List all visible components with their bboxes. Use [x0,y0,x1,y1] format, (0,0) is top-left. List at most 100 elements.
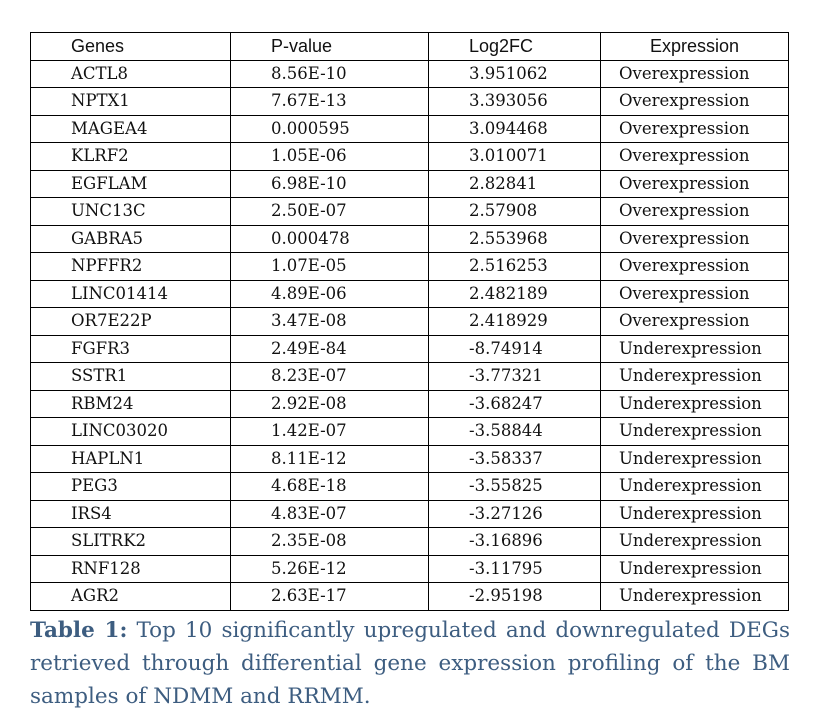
p-value-cell: 5.26E-12 [230,554,429,583]
gene-cell: RNF128 [30,554,231,583]
gene-cell: SLITRK2 [30,527,231,556]
expression-cell: Overexpression [600,87,789,116]
p-value-cell: 1.42E-07 [230,417,429,446]
gene-cell: LINC01414 [30,279,231,308]
gene-cell: IRS4 [30,499,231,528]
p-value-cell: 4.83E-07 [230,499,429,528]
table-row: PEG3 4.68E-18 -3.55825 Underexpression [30,472,789,501]
table-row: UNC13C 2.50E-07 2.57908 Overexpression [30,197,789,226]
expression-cell: Underexpression [600,417,789,446]
log2fc-cell: -8.74914 [428,334,601,363]
expression-cell: Overexpression [600,169,789,198]
table-row: OR7E22P 3.47E-08 2.418929 Overexpression [30,307,789,336]
p-value-cell: 7.67E-13 [230,87,429,116]
deg-table-container: Genes P-value Log2FC Expression ACTL8 8.5… [30,32,789,611]
log2fc-cell: 3.393056 [428,87,601,116]
table-row: EGFLAM 6.98E-10 2.82841 Overexpression [30,169,789,198]
gene-cell: FGFR3 [30,334,231,363]
p-value-cell: 2.92E-08 [230,389,429,418]
table-row: RNF128 5.26E-12 -3.11795 Underexpression [30,554,789,583]
gene-cell: KLRF2 [30,142,231,171]
log2fc-cell: -3.16896 [428,527,601,556]
log2fc-cell: -3.58844 [428,417,601,446]
expression-cell: Underexpression [600,389,789,418]
log2fc-cell: 2.418929 [428,307,601,336]
log2fc-cell: 2.553968 [428,224,601,253]
p-value-cell: 8.56E-10 [230,59,429,88]
table-row: LINC03020 1.42E-07 -3.58844 Underexpression [30,417,789,446]
log2fc-cell: -3.68247 [428,389,601,418]
expression-cell: Overexpression [600,252,789,281]
p-value-cell: 4.68E-18 [230,472,429,501]
p-value-cell: 0.000595 [230,114,429,143]
p-value-cell: 1.05E-06 [230,142,429,171]
expression-cell: Overexpression [600,59,789,88]
p-value-cell: 0.000478 [230,224,429,253]
caption-label: Table 1: [30,618,128,643]
gene-cell: GABRA5 [30,224,231,253]
table-row: MAGEA4 0.000595 3.094468 Overexpression [30,114,789,143]
gene-cell: RBM24 [30,389,231,418]
gene-cell: AGR2 [30,582,231,611]
header-genes: Genes [30,32,231,61]
expression-cell: Overexpression [600,279,789,308]
log2fc-cell: -3.11795 [428,554,601,583]
expression-cell: Underexpression [600,362,789,391]
gene-cell: NPFFR2 [30,252,231,281]
expression-cell: Underexpression [600,444,789,473]
p-value-cell: 2.49E-84 [230,334,429,363]
p-value-cell: 8.11E-12 [230,444,429,473]
header-expression: Expression [600,32,789,61]
log2fc-cell: -3.27126 [428,499,601,528]
header-p-value: P-value [230,32,429,61]
p-value-cell: 3.47E-08 [230,307,429,336]
expression-cell: Overexpression [600,307,789,336]
table-row: LINC01414 4.89E-06 2.482189 Overexpression [30,279,789,308]
log2fc-cell: 2.516253 [428,252,601,281]
table-row: RBM24 2.92E-08 -3.68247 Underexpression [30,389,789,418]
gene-cell: HAPLN1 [30,444,231,473]
expression-cell: Underexpression [600,334,789,363]
gene-cell: OR7E22P [30,307,231,336]
p-value-cell: 2.63E-17 [230,582,429,611]
expression-cell: Underexpression [600,582,789,611]
expression-cell: Overexpression [600,224,789,253]
log2fc-cell: -2.95198 [428,582,601,611]
log2fc-cell: 3.094468 [428,114,601,143]
table-row: HAPLN1 8.11E-12 -3.58337 Underexpression [30,444,789,473]
gene-cell: UNC13C [30,197,231,226]
expression-cell: Underexpression [600,554,789,583]
table-header-row: Genes P-value Log2FC Expression [30,32,789,61]
caption-text: Top 10 significantly upregulated and dow… [30,618,790,709]
table-caption: Table 1: Top 10 significantly upregulate… [30,614,790,713]
table-body: ACTL8 8.56E-10 3.951062 Overexpression NPTX1… [30,59,789,611]
table-row: SSTR1 8.23E-07 -3.77321 Underexpression [30,362,789,391]
log2fc-cell: 3.010071 [428,142,601,171]
expression-cell: Overexpression [600,197,789,226]
log2fc-cell: -3.55825 [428,472,601,501]
log2fc-cell: 2.82841 [428,169,601,198]
expression-cell: Underexpression [600,527,789,556]
gene-cell: SSTR1 [30,362,231,391]
expression-cell: Overexpression [600,114,789,143]
log2fc-cell: 3.951062 [428,59,601,88]
table-row: IRS4 4.83E-07 -3.27126 Underexpression [30,499,789,528]
p-value-cell: 6.98E-10 [230,169,429,198]
table-row: ACTL8 8.56E-10 3.951062 Overexpression [30,59,789,88]
log2fc-cell: -3.58337 [428,444,601,473]
gene-cell: NPTX1 [30,87,231,116]
table-row: FGFR3 2.49E-84 -8.74914 Underexpression [30,334,789,363]
expression-cell: Underexpression [600,499,789,528]
p-value-cell: 2.35E-08 [230,527,429,556]
table-row: NPTX1 7.67E-13 3.393056 Overexpression [30,87,789,116]
expression-cell: Overexpression [600,142,789,171]
expression-cell: Underexpression [600,472,789,501]
gene-cell: ACTL8 [30,59,231,88]
table-row: AGR2 2.63E-17 -2.95198 Underexpression [30,582,789,611]
table-row: SLITRK2 2.35E-08 -3.16896 Underexpression [30,527,789,556]
gene-cell: MAGEA4 [30,114,231,143]
p-value-cell: 2.50E-07 [230,197,429,226]
log2fc-cell: 2.57908 [428,197,601,226]
gene-cell: LINC03020 [30,417,231,446]
header-log2fc: Log2FC [428,32,601,61]
